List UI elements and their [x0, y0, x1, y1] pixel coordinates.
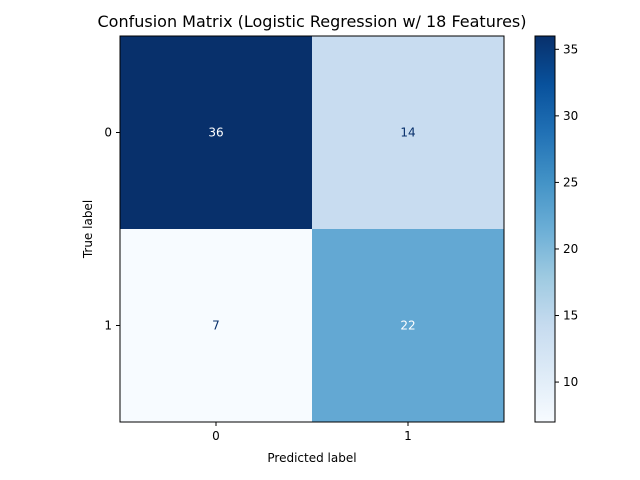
x-tick-label: 0 — [212, 429, 220, 443]
heatmap-cells — [120, 36, 504, 422]
heatmap-cell-r1-c0 — [120, 229, 312, 422]
y-axis-label: True label — [81, 200, 95, 259]
colorbar — [534, 35, 556, 423]
chart-title: Confusion Matrix (Logistic Regression w/… — [98, 12, 527, 31]
y-axis-ticks: 01 — [104, 126, 120, 333]
heatmap-cell-r0-c1 — [312, 36, 504, 229]
x-tick-label: 1 — [404, 429, 412, 443]
cell-value-r1-c0: 7 — [212, 319, 220, 333]
colorbar-tick-label: 20 — [563, 242, 578, 256]
cell-value-r0-c1: 14 — [400, 126, 415, 140]
cell-value-r0-c0: 36 — [208, 126, 223, 140]
colorbar-tick-label: 25 — [563, 175, 578, 189]
colorbar-tick-label: 30 — [563, 109, 578, 123]
y-tick-label: 1 — [104, 319, 112, 333]
colorbar-tick-label: 15 — [563, 309, 578, 323]
heatmap-cell-r1-c1 — [312, 229, 504, 422]
colorbar-ticks: 10 15 20 25 30 35 — [555, 42, 578, 389]
x-axis-label: Predicted label — [267, 451, 356, 465]
heatmap-cell-r0-c0 — [120, 36, 312, 229]
heatmap-frame — [119, 35, 505, 423]
colorbar-tick-label: 10 — [563, 375, 578, 389]
heatmap-cell-labels: 36 14 7 22 — [208, 126, 415, 333]
colorbar-tick-label: 35 — [563, 42, 578, 56]
cell-value-r1-c1: 22 — [400, 319, 415, 333]
y-tick-label: 0 — [104, 126, 112, 140]
